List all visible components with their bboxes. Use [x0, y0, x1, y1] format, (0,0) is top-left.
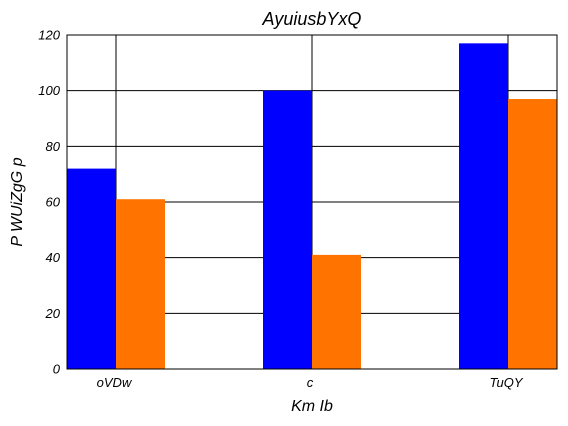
bar-series-2-c: [312, 254, 361, 369]
y-tick-label: 80: [46, 139, 61, 154]
x-tick-label: TuQY: [490, 375, 524, 390]
bars: [67, 43, 557, 370]
chart-title: AyuiusbYxQ: [262, 9, 362, 29]
y-axis-label: P WUiZgG p: [9, 157, 26, 246]
bar-series-2-TuQY: [508, 99, 557, 370]
y-axis-ticks: 0 20 40 60 80 100 120: [38, 28, 60, 377]
y-tick-label: 120: [38, 28, 60, 43]
y-tick-label: 0: [53, 362, 61, 377]
bar-series-1-TuQY: [459, 43, 508, 369]
x-axis-ticks: oVDw c TuQY: [97, 375, 524, 390]
y-tick-label: 60: [46, 195, 61, 210]
bar-series-1-oVDw: [67, 168, 116, 369]
x-tick-label: c: [307, 375, 314, 390]
x-axis-label: Km Ib: [291, 398, 333, 415]
y-tick-label: 100: [38, 83, 60, 98]
y-tick-label: 20: [45, 306, 61, 321]
x-tick-label: oVDw: [97, 375, 133, 390]
plot-frame: [66, 34, 558, 370]
bar-series-2-oVDw: [116, 199, 165, 369]
bar-series-1-c: [263, 90, 312, 370]
y-tick-label: 40: [46, 250, 61, 265]
